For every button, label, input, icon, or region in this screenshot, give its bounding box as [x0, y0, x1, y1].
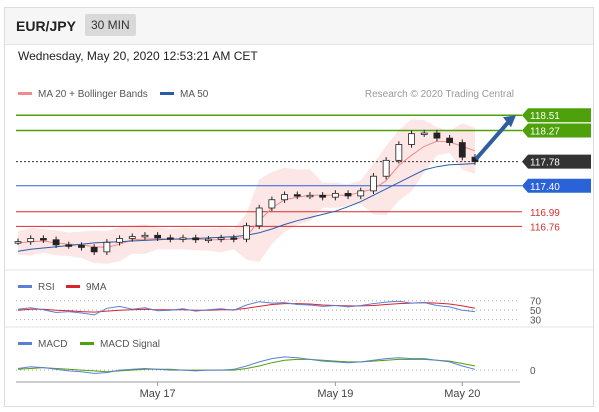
candle-body — [65, 244, 73, 247]
macd-line — [17, 356, 476, 374]
candle-body — [458, 142, 466, 158]
candle-body — [90, 246, 98, 253]
currency-pair: EUR/JPY — [16, 18, 76, 34]
macd-tick-label: 0 — [530, 366, 536, 377]
bollinger-band-area — [18, 119, 475, 264]
ma50-legend-label: MA 50 — [180, 89, 209, 100]
candle-body — [395, 144, 403, 161]
level-tag-118.51 — [522, 108, 591, 123]
candle-body — [154, 234, 162, 239]
level-label-117.40: 117.40 — [530, 182, 560, 193]
candle-body — [281, 194, 288, 201]
rsi-tick-label: 30 — [530, 316, 542, 327]
candle-body — [166, 237, 174, 240]
candle-body — [14, 241, 22, 244]
level-tag-117.40 — [522, 178, 591, 193]
rsi-line — [17, 300, 476, 316]
bb-legend-swatch — [18, 92, 32, 95]
candle-body — [446, 137, 454, 143]
macd-panel: 0 — [16, 356, 536, 377]
candle-body — [331, 192, 339, 198]
macd-legend-label: MACD — [38, 339, 67, 350]
candle-body — [370, 175, 377, 192]
candle-body — [78, 245, 85, 248]
level-tag-118.27 — [522, 123, 591, 138]
candle-body — [116, 238, 123, 243]
rsi-ma-legend-swatch — [66, 285, 80, 288]
candle-body — [268, 199, 276, 209]
macd-signal-legend-label: MACD Signal — [100, 339, 160, 350]
candle-body — [306, 194, 314, 198]
candle-body — [52, 239, 60, 246]
candle-body — [217, 237, 225, 240]
rsi-ma-legend-label: 9MA — [86, 282, 107, 293]
forecast-arrow-shaft — [474, 118, 512, 161]
rsi-tick-label: 70 — [530, 297, 542, 308]
rsi-legend-label: RSI — [38, 282, 55, 293]
credit-text: Research © 2020 Trading Central — [365, 89, 514, 100]
candle-body — [103, 241, 111, 253]
candle-body — [230, 237, 238, 240]
candle-body — [420, 132, 428, 135]
level-label-118.51: 118.51 — [530, 111, 560, 122]
candle-body — [293, 194, 301, 197]
candle-body — [128, 236, 136, 239]
candle-body — [319, 194, 327, 198]
chart-header: EUR/JPY 30 MIN — [5, 8, 593, 45]
candle-body — [408, 133, 415, 145]
macd-signal-legend-swatch — [80, 342, 94, 345]
level-label-116.99: 116.99 — [530, 208, 560, 219]
chart-datetime: Wednesday, May 20, 2020 12:53:21 AM CET — [18, 49, 258, 63]
candle-body — [433, 132, 441, 139]
rsi-legend-swatch — [18, 285, 32, 288]
level-tag-117.78 — [522, 154, 591, 169]
level-label-118.27: 118.27 — [530, 126, 560, 137]
level-label-117.78: 117.78 — [530, 158, 560, 169]
macd-legend-swatch — [18, 342, 32, 345]
candle-body — [141, 234, 149, 238]
level-label-116.76: 116.76 — [530, 222, 560, 233]
x-tick-label: May 17 — [140, 388, 176, 400]
candle-body — [179, 237, 187, 240]
candle-body — [357, 190, 365, 197]
chart-widget: EUR/JPY 30 MIN Wednesday, May 20, 2020 1… — [4, 7, 594, 407]
candle-body — [344, 192, 352, 197]
ma50-legend-swatch — [160, 92, 174, 95]
rsi-ma-line — [17, 302, 476, 313]
x-tick-label: May 20 — [444, 388, 480, 400]
price-panel: 118.51 118.27 117.78 117.40 116.99 116.76 — [14, 108, 591, 264]
candle-body — [243, 225, 250, 240]
candle-body — [39, 238, 47, 241]
candle-body — [27, 238, 35, 243]
x-tick-label: May 19 — [317, 388, 353, 400]
bb-legend-label: MA 20 + Bollinger Bands — [38, 89, 148, 100]
candle-body — [255, 207, 263, 227]
candle-body — [205, 238, 212, 242]
rsi-tick-label: 50 — [530, 306, 542, 317]
x-axis-ticks: May 17 May 19 May 20 — [140, 382, 480, 400]
candle-body — [382, 159, 390, 177]
macd-signal-line — [17, 358, 476, 373]
candle-body — [192, 237, 200, 241]
timeframe-badge[interactable]: 30 MIN — [85, 14, 136, 36]
forecast-arrow-head — [503, 115, 516, 128]
